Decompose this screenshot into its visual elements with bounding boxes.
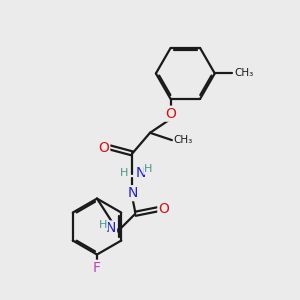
Text: O: O — [158, 202, 169, 216]
Text: N: N — [135, 166, 146, 180]
Text: CH₃: CH₃ — [234, 68, 253, 78]
Text: H: H — [99, 220, 107, 230]
Text: O: O — [98, 140, 109, 154]
Text: H: H — [144, 164, 153, 174]
Text: CH₃: CH₃ — [174, 135, 193, 145]
Text: N: N — [127, 186, 137, 200]
Text: O: O — [165, 107, 176, 121]
Text: F: F — [93, 261, 101, 275]
Text: N: N — [106, 221, 116, 236]
Text: H: H — [120, 168, 128, 178]
